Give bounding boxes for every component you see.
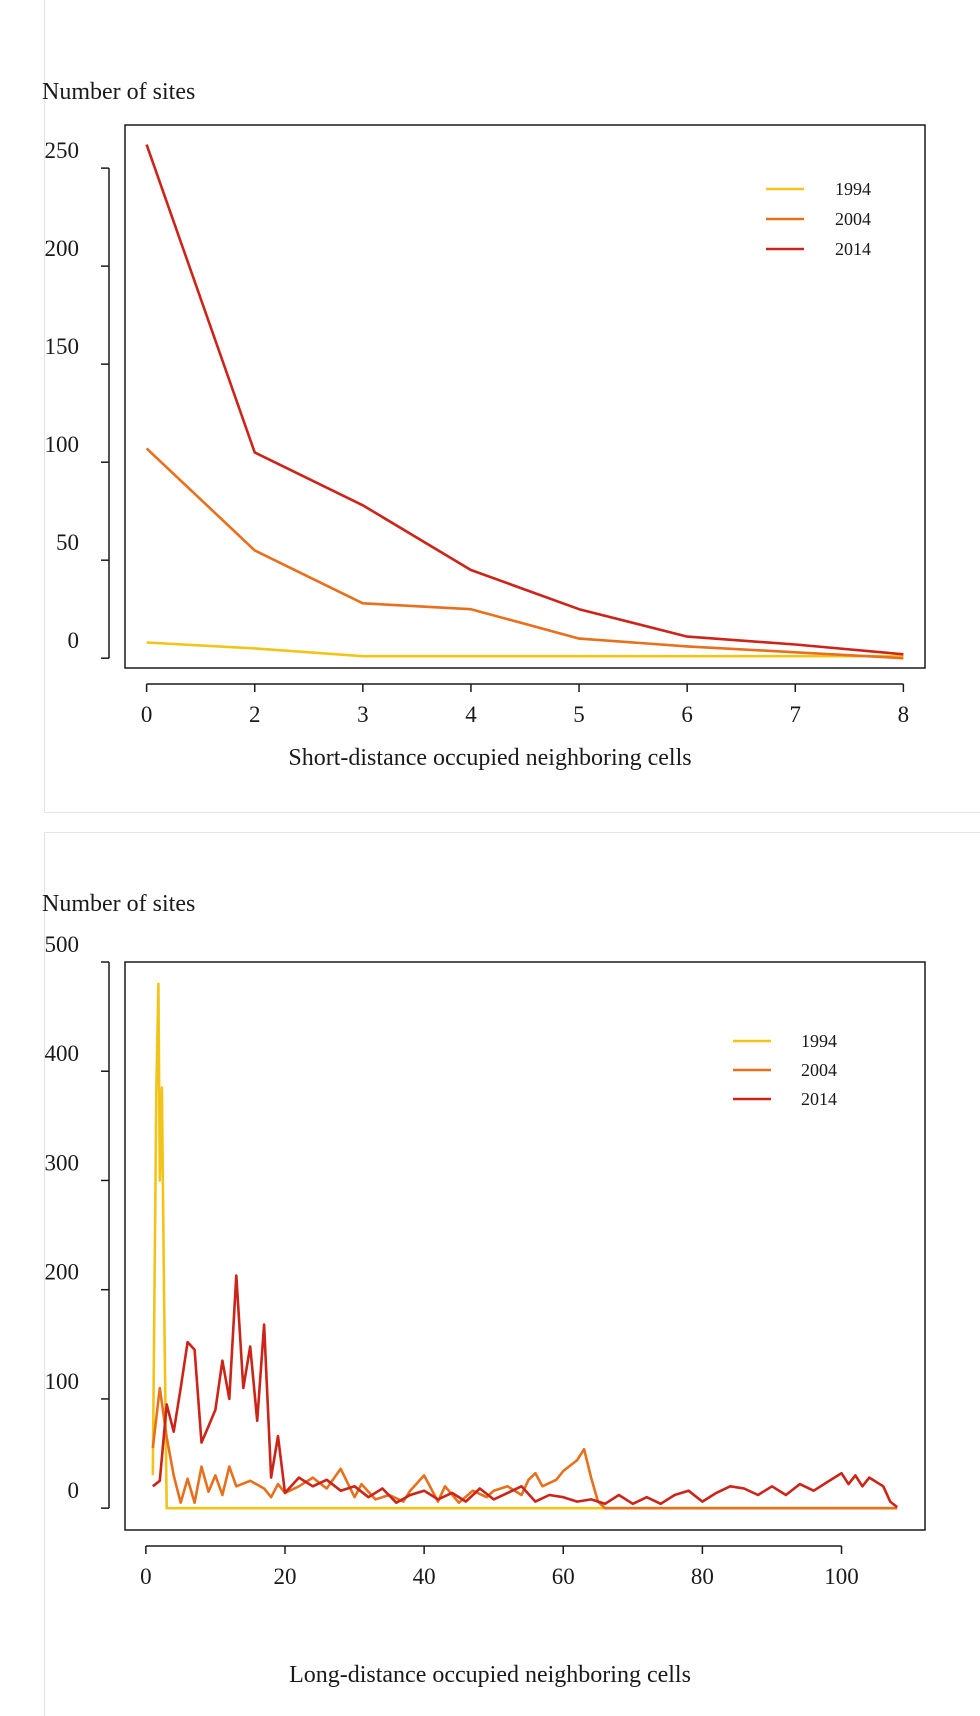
plot-frame (124, 961, 926, 1531)
y-tick-label: 0 (68, 628, 80, 653)
y-tick-label: 100 (45, 1369, 80, 1394)
y-tick-label: 300 (45, 1150, 80, 1175)
short-distance-chart: Number of sites 0 50 100 150 200 250 0 2 3 4 5 6 7 8… (42, 79, 926, 771)
x-tick-label: 6 (681, 702, 693, 727)
legend-label-2014: 2014 (801, 1089, 837, 1109)
y-tick-label: 100 (45, 432, 80, 457)
y-tick-label: 150 (45, 334, 80, 359)
x-tick-label: 60 (552, 1564, 575, 1589)
y-tick-label: 0 (68, 1478, 80, 1503)
legend-label-2004: 2004 (835, 209, 871, 229)
series-line-2014 (151, 1274, 899, 1509)
legend-label-1994: 1994 (801, 1031, 837, 1051)
series-line-2014 (145, 144, 904, 656)
x-tick-label: 100 (824, 1564, 859, 1589)
y-tick-label: 400 (45, 1041, 80, 1066)
x-tick-label: 40 (413, 1564, 436, 1589)
y-tick-label: 250 (45, 138, 80, 163)
legend-label-1994: 1994 (835, 179, 871, 199)
plot-frame (124, 124, 926, 669)
panel-frame-bottom (44, 832, 980, 1716)
y-tick-label: 500 (45, 932, 80, 957)
legend: 1994 2004 2014 (766, 179, 871, 259)
series-line-2004 (151, 1386, 898, 1510)
x-axis-title: Long-distance occupied neighboring cells (289, 1662, 691, 1688)
x-tick-label: 5 (573, 702, 585, 727)
x-tick-label: 0 (141, 702, 153, 727)
y-tick-label: 50 (56, 530, 79, 555)
y-tick-label: 200 (45, 236, 80, 261)
panel-frame-top (44, 0, 980, 813)
series-line-1994 (146, 641, 904, 658)
y-axis-title: Number of sites (42, 891, 195, 917)
legend: 1994 2004 2014 (733, 1031, 837, 1109)
long-distance-chart: Number of sites 0 100 200 300 400 500 0 20 40 60… (42, 891, 926, 1688)
x-axis-title: Short-distance occupied neighboring cell… (288, 745, 691, 771)
x-tick-label: 80 (691, 1564, 714, 1589)
y-axis-title: Number of sites (42, 79, 195, 105)
x-tick-label: 3 (357, 702, 369, 727)
x-tick-label: 4 (465, 702, 477, 727)
y-tick-label: 200 (45, 1260, 80, 1285)
x-tick-label: 20 (274, 1564, 297, 1589)
legend-label-2014: 2014 (835, 239, 871, 259)
x-tick-label: 0 (140, 1564, 152, 1589)
series-line-1994 (151, 982, 898, 1510)
legend-label-2004: 2004 (801, 1060, 837, 1080)
x-tick-label: 2 (249, 702, 261, 727)
x-tick-label: 8 (898, 702, 910, 727)
series-line-2004 (145, 447, 904, 660)
x-tick-label: 7 (790, 702, 802, 727)
